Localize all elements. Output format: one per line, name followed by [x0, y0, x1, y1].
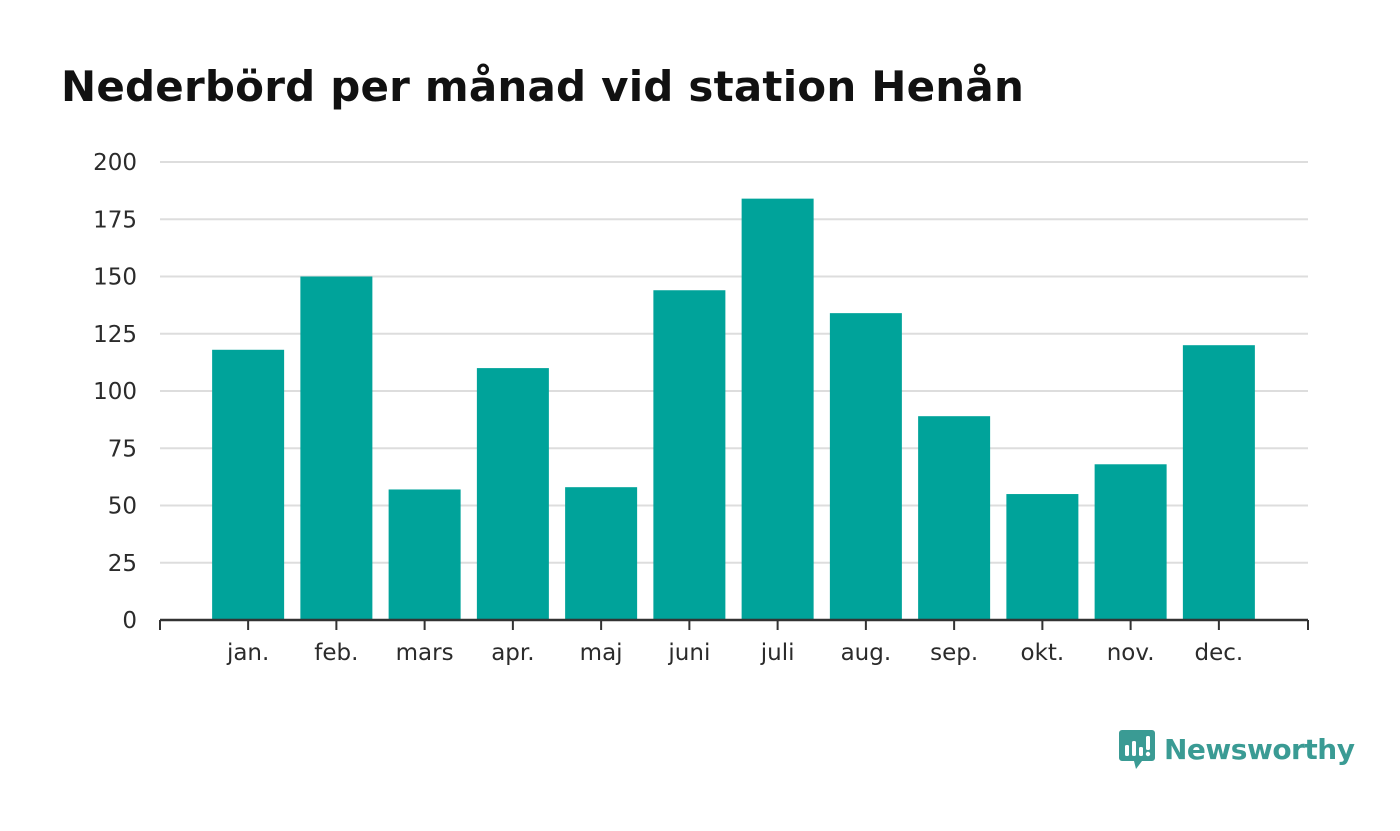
x-tick-label: aug.: [841, 640, 892, 666]
bar: [1182, 345, 1255, 620]
y-tick-label: 75: [108, 436, 137, 462]
x-tick-label: maj: [580, 640, 623, 666]
bar: [565, 487, 638, 620]
y-tick-label: 100: [93, 379, 137, 405]
bar: [212, 349, 285, 620]
y-tick-label: 0: [122, 608, 137, 634]
newsworthy-logo-icon: [1119, 730, 1155, 769]
x-tick-label: mars: [396, 640, 454, 666]
bar: [741, 198, 814, 620]
y-tick-labels: 0 25 50 75 100 125 150 175 200: [93, 150, 137, 634]
x-tick-label: juni: [667, 640, 710, 666]
x-tick-label: dec.: [1195, 640, 1244, 666]
bar: [476, 368, 549, 620]
chart-title: Nederbörd per månad vid station Henån: [61, 62, 1025, 111]
x-tick-label: apr.: [491, 640, 534, 666]
y-tick-label: 175: [93, 207, 137, 233]
x-tick-label: nov.: [1107, 640, 1155, 666]
bars: [212, 198, 1255, 620]
bar: [829, 313, 902, 620]
y-tick-label: 125: [93, 322, 137, 348]
x-tick-label: feb.: [314, 640, 358, 666]
x-tick-label: okt.: [1021, 640, 1065, 666]
x-tick-label: sep.: [930, 640, 978, 666]
bar-chart: 0 25 50 75 100 125 150 175 200 jan. feb. mars apr. m…: [93, 150, 1309, 666]
bar: [388, 489, 461, 620]
y-tick-label: 150: [93, 265, 137, 291]
bar: [1006, 494, 1079, 620]
bar: [1094, 464, 1167, 620]
brand-name: Newsworthy: [1164, 732, 1355, 766]
bar: [653, 290, 726, 620]
y-tick-label: 200: [93, 150, 137, 176]
bar: [918, 416, 991, 620]
x-axis: [159, 618, 1309, 630]
x-tick-labels: jan. feb. mars apr. maj juni juli aug. sep. okt. n…: [226, 640, 1243, 666]
newsworthy-brand: Newsworthy: [1118, 728, 1355, 770]
y-tick-label: 25: [108, 551, 137, 577]
x-tick-label: juli: [760, 640, 795, 666]
bar: [300, 276, 373, 620]
y-tick-label: 50: [108, 494, 137, 520]
x-tick-label: jan.: [226, 640, 269, 666]
